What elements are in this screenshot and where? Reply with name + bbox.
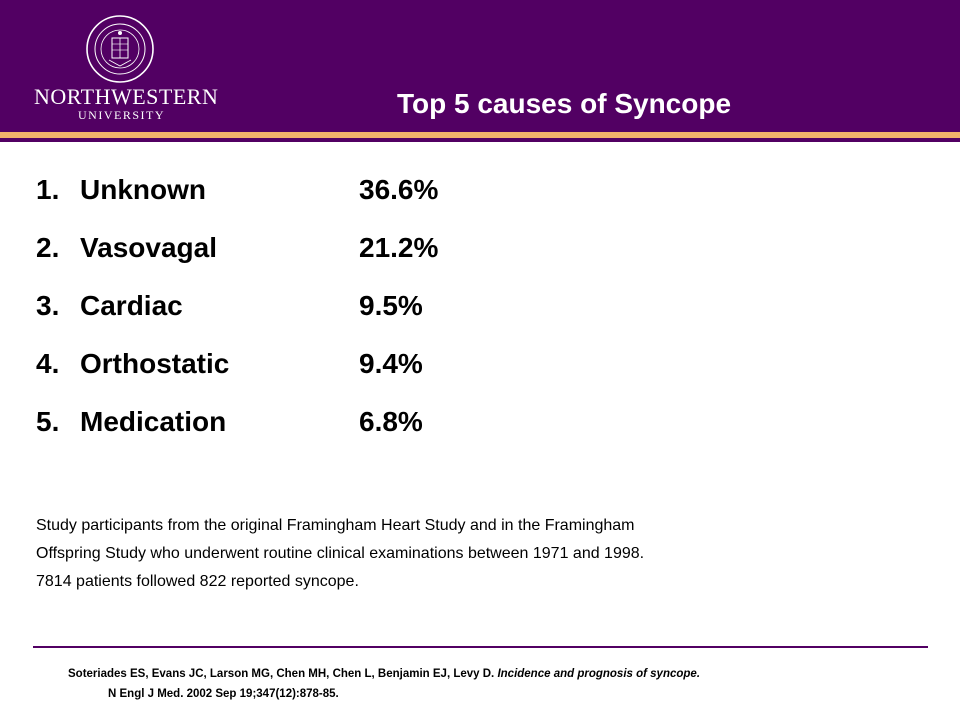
cause-percent: 6.8% <box>359 406 423 437</box>
cause-percent: 9.5% <box>359 290 423 321</box>
footer-divider <box>33 646 928 648</box>
logo-subtitle: UNIVERSITY <box>78 108 165 122</box>
slide-title: Top 5 causes of Syncope <box>397 88 732 119</box>
cause-percent: 21.2% <box>359 232 439 263</box>
logo-wordmark: NORTHWESTERN <box>34 84 219 109</box>
cause-name: Cardiac <box>80 290 183 321</box>
cause-name: Unknown <box>80 174 206 205</box>
study-description: Study participants from the original Fra… <box>36 512 916 596</box>
item-number: 2. <box>36 232 60 263</box>
study-line: Study participants from the original Fra… <box>36 517 635 534</box>
citation: Soteriades ES, Evans JC, Larson MG, Chen… <box>68 664 700 704</box>
item-number: 5. <box>36 406 60 437</box>
cause-percent: 9.4% <box>359 348 423 379</box>
cause-name: Medication <box>80 406 227 437</box>
citation-article-title: Incidence and prognosis of syncope. <box>497 668 701 680</box>
header-banner <box>0 0 960 132</box>
cause-name: Orthostatic <box>80 348 230 379</box>
study-line: Offspring Study who underwent routine cl… <box>36 545 645 562</box>
item-number: 4. <box>36 348 60 379</box>
study-line: 7814 patients followed 822 reported sync… <box>36 573 359 590</box>
item-number: 3. <box>36 290 60 321</box>
citation-journal: N Engl J Med. 2002 Sep 19;347(12):878-85… <box>108 688 339 700</box>
citation-authors: Soteriades ES, Evans JC, Larson MG, Chen… <box>68 668 495 680</box>
university-seal-icon <box>86 15 154 83</box>
cause-name: Vasovagal <box>80 232 217 263</box>
header-accent-stripe <box>0 132 960 138</box>
cause-percent: 36.6% <box>359 174 439 205</box>
item-number: 1. <box>36 174 60 205</box>
header-bottom-stripe <box>0 138 960 142</box>
